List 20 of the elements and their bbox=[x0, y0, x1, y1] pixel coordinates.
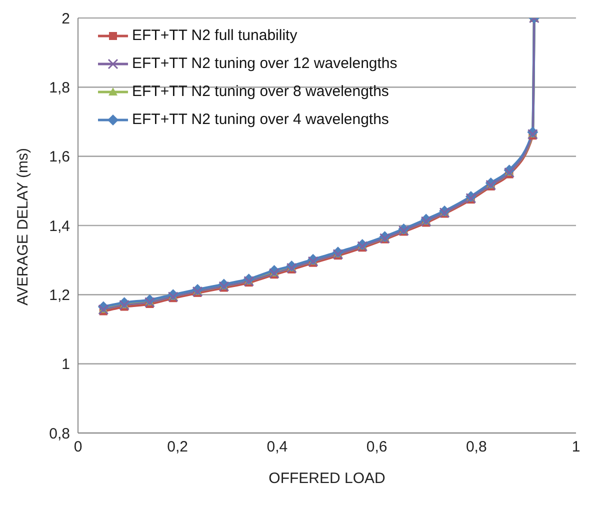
legend-label: EFT+TT N2 tuning over 8 wavelengths bbox=[131, 82, 390, 102]
x-tick-label: 1 bbox=[572, 438, 580, 456]
y-axis-title: AVERAGE DELAY (ms) bbox=[14, 148, 32, 306]
y-tick-label: 2 bbox=[62, 10, 70, 28]
x-tick-label: 0 bbox=[74, 438, 82, 456]
x-tick-label: 0,8 bbox=[466, 438, 487, 456]
y-tick-label: 1,8 bbox=[49, 79, 70, 96]
legend-label: EFT+TT N2 tuning over 4 wavelengths bbox=[131, 110, 390, 130]
y-tick-label: 1,4 bbox=[49, 218, 70, 235]
y-tick-label: 0,8 bbox=[49, 425, 70, 442]
point bbox=[144, 297, 155, 308]
x-axis-title: OFFERED LOAD bbox=[268, 470, 386, 487]
x-tick-label: 0,6 bbox=[366, 438, 388, 456]
x-tick-label: 0,4 bbox=[266, 438, 288, 456]
y-tick-label: 1,6 bbox=[49, 148, 70, 166]
y-tick-label: 1,2 bbox=[49, 286, 70, 304]
y-tick-label: 1 bbox=[62, 356, 70, 374]
legend-label: EFT+TT N2 full tunability bbox=[131, 26, 298, 46]
x-tick-label: 0,2 bbox=[167, 438, 188, 456]
legend-label: EFT+TT N2 tuning over 12 wavelengths bbox=[131, 54, 398, 74]
